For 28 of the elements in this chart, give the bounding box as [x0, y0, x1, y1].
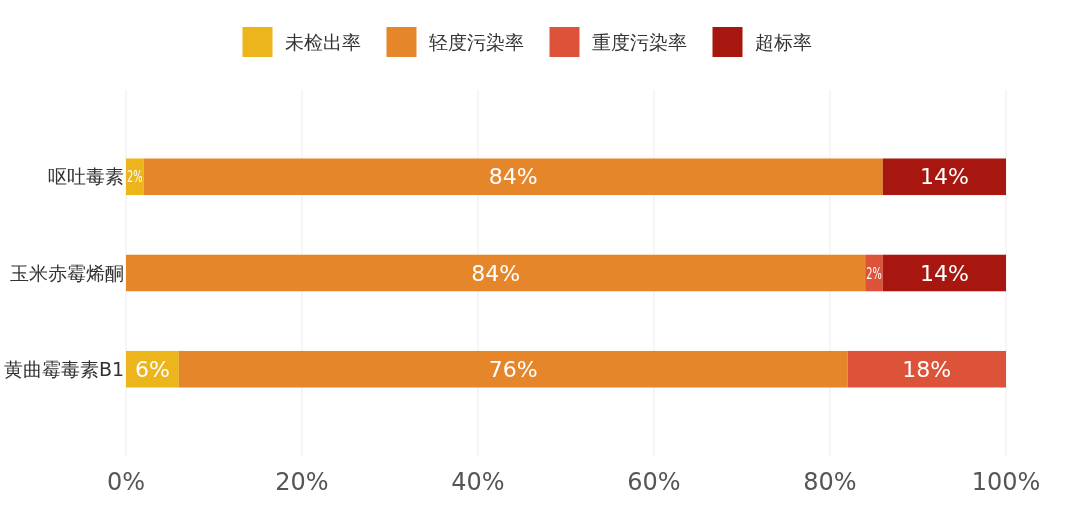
data-label: 14% [919, 260, 969, 286]
data-label: 6% [134, 356, 170, 382]
data-label: 2% [866, 263, 892, 283]
data-label: 84% [471, 260, 521, 286]
data-label: 84% [488, 164, 538, 190]
y-tick-label: 玉米赤霉烯酮 [10, 261, 124, 284]
legend-label: 超标率 [754, 30, 812, 53]
legend-label: 未检出率 [284, 30, 361, 53]
y-tick-label: 黄曲霉毒素B1 [3, 357, 124, 380]
x-tick-label: 80% [803, 468, 857, 496]
x-tick-label: 0% [106, 468, 146, 496]
bar [882, 158, 1006, 196]
legend-label: 重度污染率 [591, 30, 687, 53]
data-label: 14% [919, 164, 969, 190]
bar [882, 254, 1006, 292]
bar [143, 158, 883, 196]
data-label: 18% [902, 356, 952, 382]
x-tick-label: 60% [627, 468, 681, 496]
data-label: 2% [127, 167, 153, 187]
x-tick-label: 40% [451, 468, 505, 496]
bar [847, 350, 1006, 388]
bar [126, 254, 866, 292]
legend-label: 轻度污染率 [428, 30, 524, 53]
x-tick-label: 100% [971, 468, 1041, 496]
x-tick-label: 20% [275, 468, 329, 496]
y-tick-label: 呕吐毒素 [48, 165, 124, 188]
data-label: 76% [488, 356, 538, 382]
bar [178, 350, 848, 388]
